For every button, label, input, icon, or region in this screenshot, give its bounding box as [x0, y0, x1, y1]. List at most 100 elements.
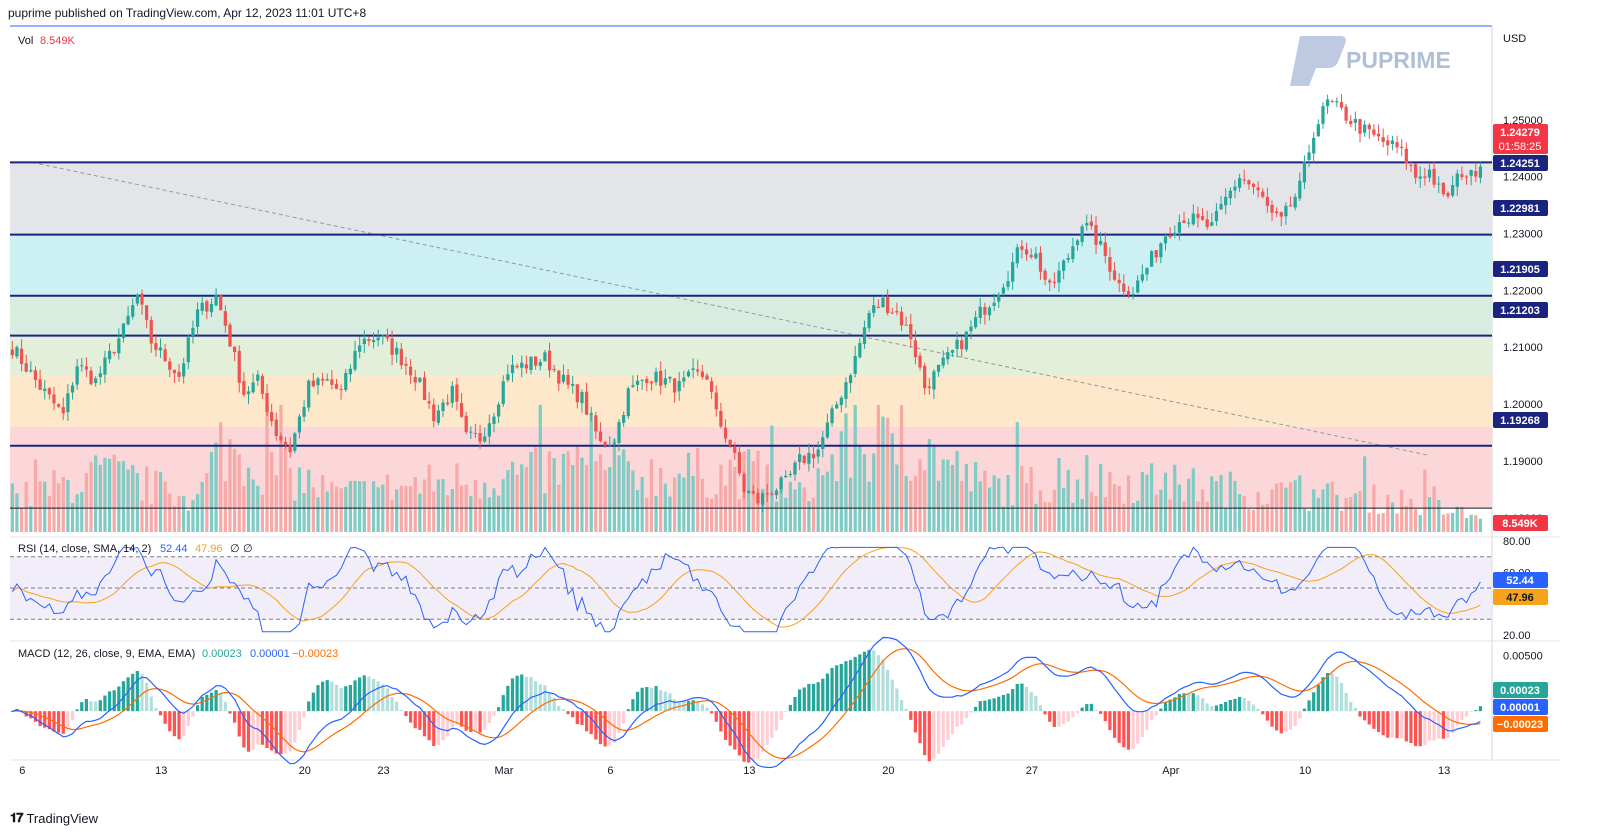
volume-bar [1312, 489, 1316, 532]
macd-hist-bar [1085, 704, 1089, 712]
macd-hist-bar [756, 711, 760, 759]
volume-bar [334, 486, 339, 532]
volume-bar [895, 464, 899, 532]
candle-body [200, 302, 204, 311]
volume-bar [1363, 456, 1367, 532]
rsi-extra-1: ∅ [230, 543, 240, 555]
macd-hist-bar [571, 711, 575, 718]
candle-body [997, 294, 1001, 302]
candle-body [1214, 210, 1219, 222]
volume-bar [1085, 454, 1089, 532]
zone-3 [10, 335, 1492, 376]
candle-body [1163, 236, 1168, 244]
macd-hist-bar [1344, 692, 1348, 712]
chart-canvas[interactable]: PUPRIME 1.25000 1.24000 1.23000 1.22000 1.21… [0, 0, 1600, 806]
candle-body [913, 340, 918, 358]
candle-body [589, 413, 593, 415]
candle-body [1469, 169, 1473, 176]
macd-hist-bar [344, 686, 348, 712]
macd-hist-bar [1117, 711, 1121, 743]
macd-signal-tag-bg [1493, 716, 1548, 732]
candle-body [1464, 176, 1469, 178]
volume-bar [191, 500, 195, 532]
candle-body [964, 331, 968, 350]
macd-hist-bar [705, 707, 709, 712]
zone-2 [10, 295, 1492, 336]
rsi-extra-2: ∅ [243, 543, 253, 555]
macd-hist-bar [1427, 711, 1432, 741]
volume-bar [862, 454, 867, 532]
footer-brand[interactable]: 𝟏𝟕 TradingView [10, 810, 98, 826]
macd-hist-bar [459, 711, 464, 727]
volume-bar [964, 463, 968, 532]
watermark-text: PUPRIME [1346, 47, 1451, 73]
macd-hist-bar [668, 693, 672, 712]
macd-hist-bar [223, 702, 227, 712]
volume-bar [256, 485, 260, 532]
volume-bar [1196, 501, 1200, 532]
candle-body [529, 356, 533, 370]
candle-body [728, 439, 732, 446]
candle-body [140, 293, 144, 305]
candle-body [973, 317, 978, 328]
macd-hist-bar [811, 683, 816, 712]
price-tick-label: 1.23000 [1503, 229, 1543, 241]
volume-bar [1413, 508, 1418, 532]
volume-bar [38, 481, 42, 532]
volume-bar [209, 452, 214, 532]
time-tick-label: 13 [155, 765, 167, 777]
candle-body [969, 326, 973, 332]
macd-hist-bar [672, 699, 677, 712]
volume-bar [848, 477, 853, 532]
macd-hist-bar [478, 711, 482, 733]
candle-body [598, 431, 603, 442]
candle-body [1325, 99, 1330, 107]
macd-hist-bar [1182, 693, 1186, 712]
candle-body [325, 379, 329, 381]
macd-hist-bar [1469, 711, 1473, 712]
macd-hist-bar [862, 651, 867, 712]
macd-pane [10, 636, 1483, 769]
macd-hist-bar [43, 711, 47, 728]
macd-label: MACD (12, 26, close, 9, EMA, EMA) [18, 648, 195, 660]
candle-body [645, 379, 649, 384]
macd-hist-bar [1376, 711, 1381, 732]
macd-hist-bar [941, 711, 945, 748]
macd-hist-bar [839, 663, 843, 712]
volume-bar [543, 493, 547, 532]
volume-bar [168, 493, 172, 532]
volume-bar [603, 469, 607, 532]
candle-body [867, 313, 871, 329]
volume-bar [696, 448, 700, 532]
volume-bar [645, 497, 649, 532]
level-lines [10, 161, 1492, 509]
macd-hist-bar [182, 711, 186, 737]
candle-body [1251, 183, 1256, 187]
macd-hist-bar [969, 711, 973, 713]
candle-body [107, 350, 112, 360]
volume-bar [705, 497, 709, 532]
level-tag-text: 1.22981 [1500, 203, 1540, 215]
macd-hist-bar [580, 711, 584, 726]
volume-bar [19, 507, 24, 532]
candle-body [839, 397, 843, 406]
macd-hist-bar [793, 696, 797, 712]
macd-hist-bar [978, 701, 982, 712]
rsi-band-fill [10, 556, 1492, 620]
volume-bar [779, 476, 783, 532]
candle-body [1168, 236, 1172, 238]
candle-body [848, 375, 853, 384]
macd-hist-bar [909, 711, 913, 720]
macd-hist-bar [1418, 711, 1422, 747]
volume-bar [918, 459, 922, 532]
volume-bar [816, 468, 820, 532]
candle-body [668, 376, 672, 379]
time-tick-label: 27 [1026, 765, 1038, 777]
candle-body [1177, 222, 1182, 233]
candle-body [686, 371, 691, 377]
candle-body [1455, 173, 1459, 187]
macd-hist-bar [608, 711, 612, 746]
level-tag-bg [1493, 302, 1548, 318]
macd-hist-bar [543, 685, 547, 712]
volume-bar [1187, 478, 1191, 532]
